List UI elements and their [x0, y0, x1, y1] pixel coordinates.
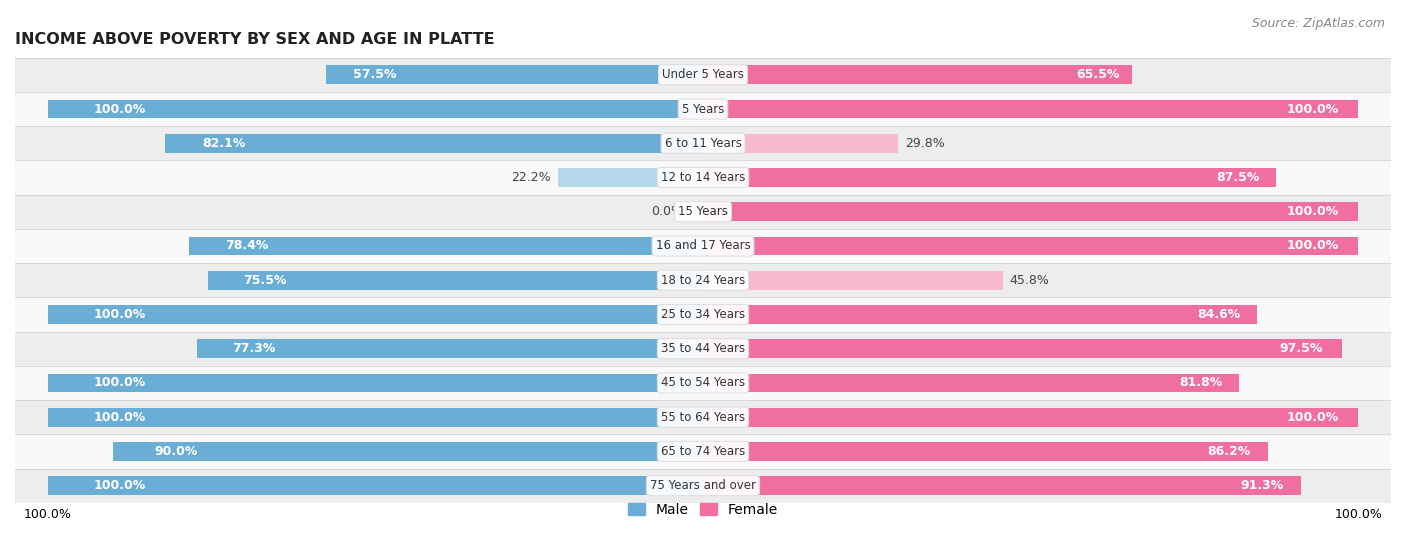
Bar: [15, 366, 1391, 400]
Text: 100.0%: 100.0%: [1286, 239, 1339, 253]
Bar: [703, 373, 1239, 392]
Text: 84.6%: 84.6%: [1198, 308, 1240, 321]
Legend: Male, Female: Male, Female: [623, 498, 783, 523]
Bar: [48, 305, 703, 324]
Bar: [15, 58, 1391, 92]
Text: 87.5%: 87.5%: [1216, 171, 1260, 184]
Bar: [703, 408, 1358, 427]
Bar: [48, 476, 703, 495]
Text: 35 to 44 Years: 35 to 44 Years: [661, 342, 745, 355]
Text: 77.3%: 77.3%: [232, 342, 276, 355]
Bar: [15, 195, 1391, 229]
Bar: [703, 339, 1341, 358]
Bar: [197, 339, 703, 358]
Text: 100.0%: 100.0%: [94, 479, 146, 492]
Text: INCOME ABOVE POVERTY BY SEX AND AGE IN PLATTE: INCOME ABOVE POVERTY BY SEX AND AGE IN P…: [15, 32, 495, 47]
Bar: [15, 160, 1391, 195]
Text: 12 to 14 Years: 12 to 14 Years: [661, 171, 745, 184]
Text: Source: ZipAtlas.com: Source: ZipAtlas.com: [1251, 17, 1385, 30]
Bar: [15, 92, 1391, 126]
Text: 16 and 17 Years: 16 and 17 Years: [655, 239, 751, 253]
Bar: [703, 271, 1002, 290]
Bar: [703, 236, 1358, 255]
Bar: [15, 263, 1391, 297]
Text: 90.0%: 90.0%: [155, 445, 198, 458]
Text: 100.0%: 100.0%: [1286, 205, 1339, 218]
Bar: [703, 442, 1268, 461]
Bar: [15, 468, 1391, 503]
Bar: [703, 100, 1358, 119]
Text: 25 to 34 Years: 25 to 34 Years: [661, 308, 745, 321]
Bar: [326, 65, 703, 84]
Text: 91.3%: 91.3%: [1240, 479, 1284, 492]
Text: Under 5 Years: Under 5 Years: [662, 68, 744, 81]
Text: 100.0%: 100.0%: [94, 308, 146, 321]
Bar: [703, 134, 898, 153]
Bar: [114, 442, 703, 461]
Text: 100.0%: 100.0%: [94, 376, 146, 390]
Text: 75 Years and over: 75 Years and over: [650, 479, 756, 492]
Text: 86.2%: 86.2%: [1208, 445, 1251, 458]
Bar: [208, 271, 703, 290]
Bar: [15, 126, 1391, 160]
Bar: [703, 65, 1132, 84]
Bar: [703, 202, 1358, 221]
Text: 65.5%: 65.5%: [1076, 68, 1119, 81]
Text: 5 Years: 5 Years: [682, 102, 724, 116]
Bar: [703, 168, 1277, 187]
Bar: [190, 236, 703, 255]
Bar: [165, 134, 703, 153]
Text: 100.0%: 100.0%: [1286, 102, 1339, 116]
Bar: [15, 229, 1391, 263]
Text: 97.5%: 97.5%: [1279, 342, 1323, 355]
Text: 18 to 24 Years: 18 to 24 Years: [661, 274, 745, 287]
Bar: [15, 400, 1391, 434]
Text: 82.1%: 82.1%: [202, 137, 246, 150]
Text: 81.8%: 81.8%: [1180, 376, 1223, 390]
Text: 100.0%: 100.0%: [94, 102, 146, 116]
Text: 57.5%: 57.5%: [353, 68, 396, 81]
Bar: [48, 100, 703, 119]
Bar: [15, 297, 1391, 331]
Text: 29.8%: 29.8%: [905, 137, 945, 150]
Text: 55 to 64 Years: 55 to 64 Years: [661, 411, 745, 424]
Bar: [558, 168, 703, 187]
Bar: [703, 476, 1301, 495]
Bar: [15, 434, 1391, 468]
Text: 0.0%: 0.0%: [651, 205, 683, 218]
Text: 6 to 11 Years: 6 to 11 Years: [665, 137, 741, 150]
Text: 45.8%: 45.8%: [1010, 274, 1049, 287]
Text: 75.5%: 75.5%: [243, 274, 287, 287]
Text: 100.0%: 100.0%: [94, 411, 146, 424]
Text: 65 to 74 Years: 65 to 74 Years: [661, 445, 745, 458]
Text: 15 Years: 15 Years: [678, 205, 728, 218]
Bar: [15, 331, 1391, 366]
Text: 22.2%: 22.2%: [512, 171, 551, 184]
Text: 45 to 54 Years: 45 to 54 Years: [661, 376, 745, 390]
Text: 78.4%: 78.4%: [225, 239, 269, 253]
Bar: [48, 373, 703, 392]
Text: 100.0%: 100.0%: [1286, 411, 1339, 424]
Bar: [703, 305, 1257, 324]
Bar: [48, 408, 703, 427]
